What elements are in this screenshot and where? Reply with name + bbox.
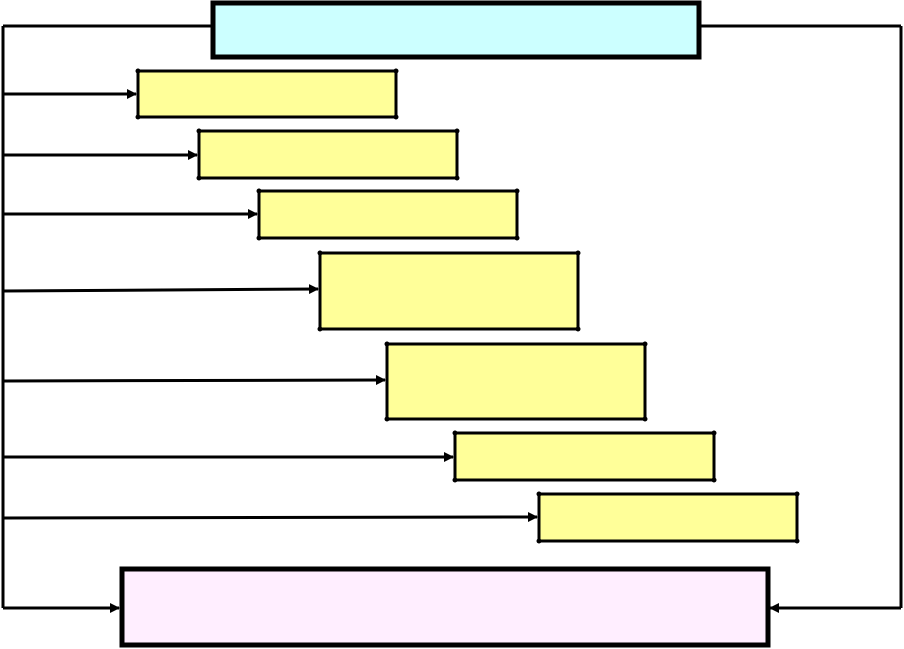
corner-handle-dot (711, 477, 717, 483)
corner-handle-dot (317, 250, 323, 256)
corner-handle-dot (135, 114, 141, 120)
corner-handle-dot (210, 0, 216, 6)
corner-handle-dot (119, 642, 125, 648)
corner-handle-dot (696, 0, 702, 6)
arrow-to-step-7 (2, 512, 538, 523)
corner-handle-dot (256, 188, 262, 194)
corner-handle-dot (575, 326, 581, 332)
corner-handle-dot (196, 175, 202, 181)
corner-handle-dot (794, 538, 800, 544)
corner-handle-dot (696, 54, 702, 60)
corner-handle-dot (765, 642, 771, 648)
corner-handle-dot (536, 491, 542, 497)
corner-handle-dot (642, 416, 648, 422)
corner-handle-dot (393, 68, 399, 74)
corner-handle-dot (210, 54, 216, 60)
step-box-2 (197, 129, 459, 180)
corner-handle-dot (317, 326, 323, 332)
corner-handle-dot (384, 416, 390, 422)
bottom-box (119, 566, 771, 648)
corner-handle-dot (454, 128, 460, 134)
corner-handle-dot (135, 68, 141, 74)
step-box-3 (257, 189, 519, 240)
corner-handle-dot (765, 566, 771, 572)
corner-handle-dot (384, 341, 390, 347)
corner-handle-dot (256, 235, 262, 241)
corner-handle-dot (452, 477, 458, 483)
corner-handle-dot (119, 566, 125, 572)
arrow-to-step-4 (2, 284, 319, 295)
top-box (210, 0, 702, 60)
corner-handle-dot (642, 341, 648, 347)
step-box-1 (136, 69, 398, 119)
arrow-to-step-5 (2, 375, 386, 386)
corner-handle-dot (711, 430, 717, 436)
corner-handles (119, 0, 800, 648)
corner-handle-dot (514, 188, 520, 194)
corner-handle-dot (196, 128, 202, 134)
corner-handle-dot (393, 114, 399, 120)
step-box-7 (537, 492, 799, 543)
step-box-5 (385, 342, 647, 421)
step-box-4 (318, 251, 580, 331)
corner-handle-dot (452, 430, 458, 436)
corner-handle-dot (794, 491, 800, 497)
corner-handle-dot (454, 175, 460, 181)
step-box-6 (453, 431, 716, 482)
corner-handle-dot (536, 538, 542, 544)
corner-handle-dot (514, 235, 520, 241)
corner-handle-dot (575, 250, 581, 256)
